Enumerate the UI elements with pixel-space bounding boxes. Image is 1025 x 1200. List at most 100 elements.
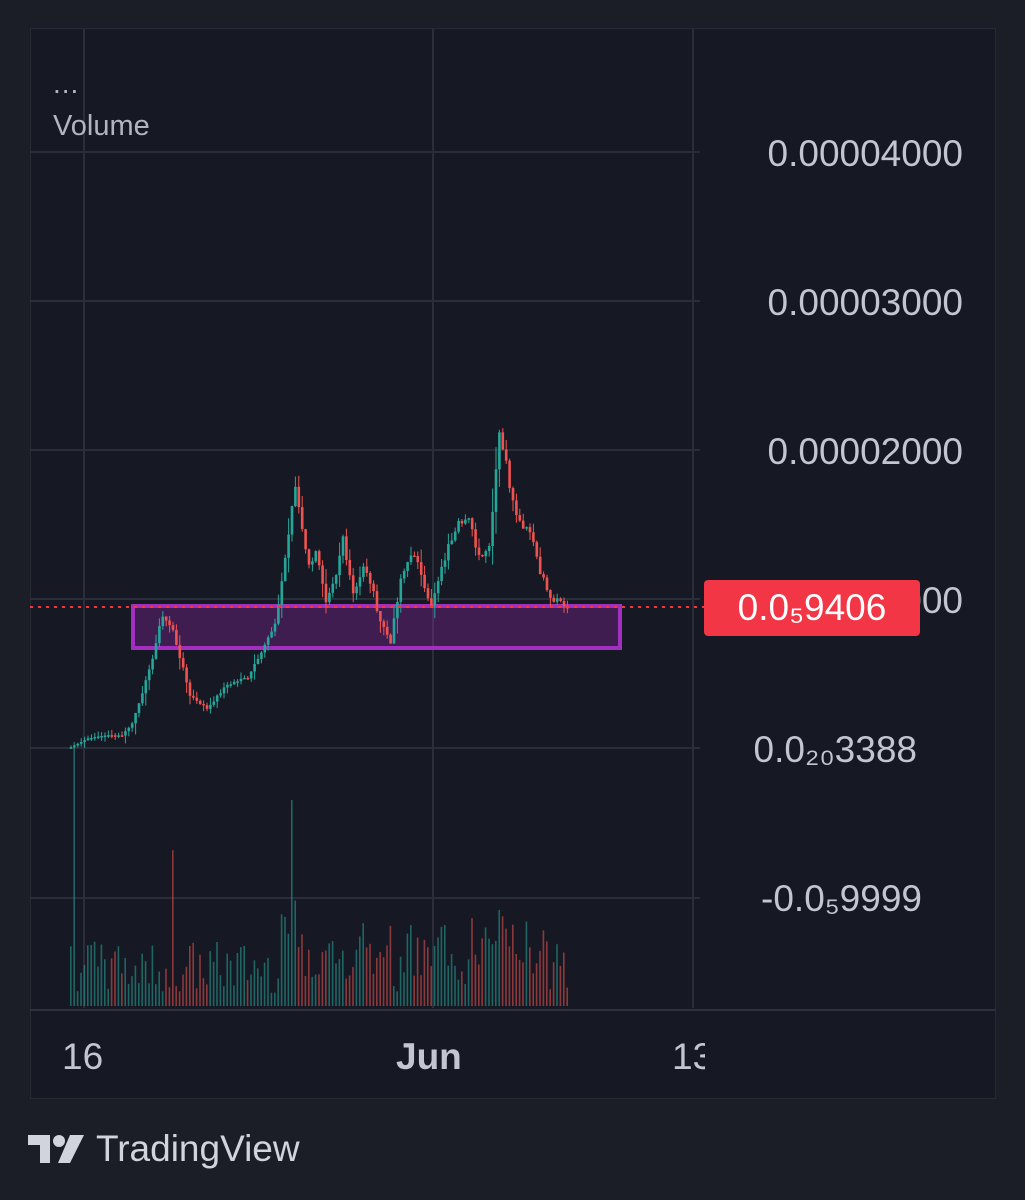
candle-body	[477, 547, 481, 555]
y-axis-label: 0.00004000	[767, 133, 963, 174]
candle-body	[86, 738, 90, 741]
candle-body	[409, 555, 413, 563]
candle-body	[73, 745, 76, 748]
volume-bar	[413, 975, 415, 1006]
candle-body	[226, 684, 229, 688]
volume-bar	[308, 949, 310, 1006]
candle-body	[168, 620, 171, 626]
volume-bar	[107, 988, 109, 1006]
candle-body	[413, 555, 416, 558]
y-axis-label: 0.00002000	[767, 431, 963, 472]
volume-bar	[488, 938, 490, 1006]
candle-body	[324, 583, 328, 603]
candle-body	[317, 551, 321, 566]
volume-bar	[457, 979, 460, 1006]
volume-bar	[525, 921, 528, 1006]
volume-bar	[546, 941, 548, 1006]
volume-bar	[325, 950, 327, 1006]
volume-bar	[76, 991, 79, 1006]
volume-bar	[216, 942, 218, 1006]
volume-bar	[454, 965, 456, 1006]
candle-body	[501, 432, 505, 450]
tradingview-logo-icon	[28, 1135, 84, 1163]
volume-bar	[287, 933, 290, 1006]
candle-body	[304, 529, 307, 550]
volume-bar	[563, 952, 565, 1006]
candle-body	[528, 527, 532, 533]
candle-body	[406, 562, 409, 571]
candle-body	[430, 598, 433, 606]
volume-bar	[260, 976, 262, 1006]
volume-bar	[80, 972, 82, 1006]
candle-body	[124, 731, 127, 736]
candle-body	[202, 703, 205, 706]
x-axis-label: 16	[62, 1036, 104, 1077]
candle-body	[508, 460, 511, 489]
volume-bar	[508, 946, 511, 1006]
candle-body	[209, 704, 212, 709]
candle-body	[358, 577, 362, 587]
volume-bar	[348, 975, 351, 1006]
volume-bar	[399, 956, 402, 1006]
candle-body	[389, 634, 392, 644]
tradingview-brand[interactable]: TradingView	[28, 1128, 300, 1170]
candle-body	[484, 551, 488, 557]
volume-bar	[464, 983, 466, 1006]
volume-bar	[522, 962, 524, 1006]
candle-body	[399, 578, 403, 602]
volume-bar	[505, 928, 507, 1006]
candle-body	[141, 693, 144, 704]
x-axis-label: Jun	[396, 1036, 462, 1077]
volume-bar	[549, 989, 551, 1006]
volume-bar	[155, 984, 157, 1006]
volume-bar	[403, 972, 405, 1006]
volume-bar	[274, 992, 276, 1006]
candle-body	[341, 536, 345, 556]
volume-bar	[518, 959, 521, 1006]
candle-body	[518, 515, 522, 521]
candle-body	[331, 583, 335, 593]
volume-bar	[270, 992, 273, 1006]
candle-body	[521, 520, 525, 529]
volume-indicator-label[interactable]: Volume	[53, 110, 150, 142]
candle-body	[532, 532, 535, 543]
candle-body	[552, 597, 556, 602]
x-axis-label: 13	[672, 1036, 705, 1077]
volume-bar	[345, 978, 347, 1006]
candle-body	[328, 592, 331, 603]
volume-bar	[437, 937, 439, 1006]
volume-bar	[365, 947, 368, 1006]
volume-bar	[206, 984, 208, 1006]
volume-bar	[168, 987, 171, 1006]
volume-bar	[382, 957, 385, 1006]
volume-bar	[331, 941, 334, 1006]
volume-bar	[338, 959, 341, 1006]
candle-body	[338, 555, 341, 576]
candle-body	[351, 575, 355, 594]
candle-body	[457, 520, 460, 532]
volume-bar	[542, 930, 545, 1006]
candle-body	[164, 616, 168, 621]
volume-bar	[423, 939, 426, 1006]
candle-body	[294, 486, 297, 507]
legend-menu-icon[interactable]: ...	[53, 68, 80, 99]
volume-bar	[369, 943, 371, 1006]
candle-body	[372, 583, 375, 592]
candle-body	[93, 736, 97, 739]
candle-body	[535, 542, 539, 557]
volume-bar	[495, 940, 497, 1006]
volume-bar	[416, 937, 419, 1006]
highlight-zone[interactable]	[131, 604, 622, 650]
last-price-tag: 0.0₅9406	[704, 580, 920, 636]
candle-body	[236, 681, 239, 683]
candle-body	[253, 663, 256, 672]
candle-body	[161, 616, 165, 626]
candle-body	[385, 626, 389, 635]
volume-bar	[223, 986, 225, 1006]
volume-bar	[87, 945, 89, 1006]
candle-body	[515, 500, 518, 516]
volume-bar	[410, 925, 412, 1006]
volume-bar	[314, 974, 317, 1006]
volume-bar	[134, 965, 137, 1006]
